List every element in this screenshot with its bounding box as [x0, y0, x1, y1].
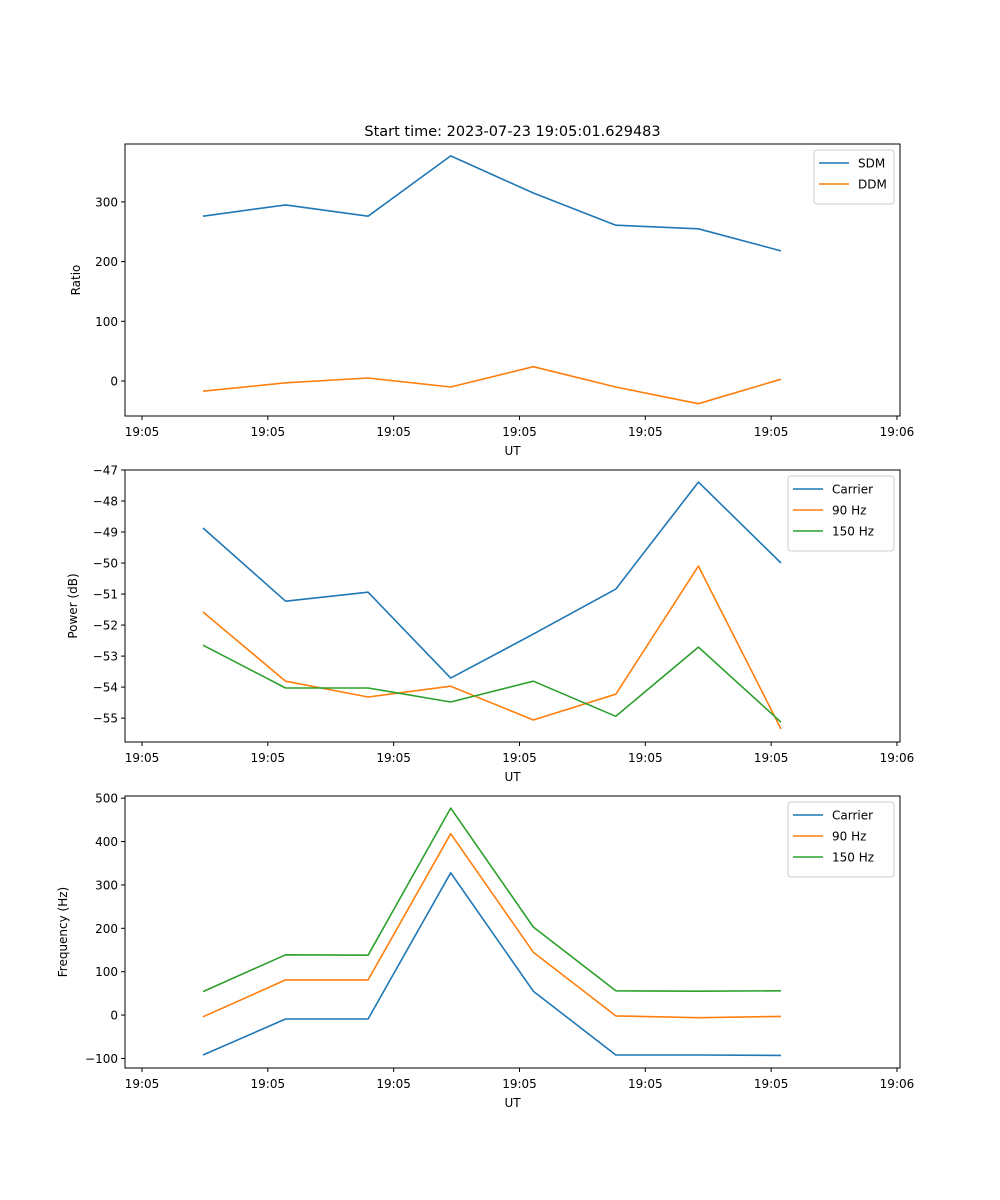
y-tick-label: 300 [95, 195, 118, 209]
y-tick-label: 200 [95, 255, 118, 269]
legend-label: 150 Hz [832, 525, 874, 539]
x-tick-label: 19:05 [125, 751, 160, 765]
y-tick-label: −100 [85, 1052, 118, 1066]
series-line-150-hz [202, 807, 782, 993]
legend-label: 90 Hz [832, 830, 866, 844]
x-tick-label: 19:05 [502, 425, 537, 439]
x-tick-label: 19:05 [125, 1077, 160, 1091]
series-line-carrier [202, 481, 782, 679]
x-tick-label: 19:05 [251, 751, 286, 765]
x-tick-label: 19:05 [628, 1077, 663, 1091]
chart-title: Start time: 2023-07-23 19:05:01.629483 [364, 124, 660, 140]
x-tick-label: 19:05 [754, 751, 789, 765]
legend: Carrier 90 Hz 150 Hz [787, 475, 895, 552]
y-tick-label: 0 [110, 375, 118, 389]
y-tick-label: −53 [93, 650, 118, 664]
y-tick-label: −52 [93, 619, 118, 633]
y-tick-label: −54 [93, 681, 118, 695]
y-tick-label: −55 [93, 712, 118, 726]
x-tick-label: 19:06 [880, 425, 915, 439]
series-line-carrier [202, 871, 782, 1057]
x-axis-label: UT [504, 770, 521, 784]
x-tick-label: 19:05 [251, 1077, 286, 1091]
y-tick-label: 300 [95, 878, 118, 892]
y-tick-label: 0 [110, 1009, 118, 1023]
y-tick-label: 100 [95, 315, 118, 329]
x-tick-label: 19:05 [502, 1077, 537, 1091]
x-tick-label: 19:05 [376, 751, 411, 765]
axes-frame [124, 795, 901, 1069]
axes-frame [124, 143, 901, 417]
x-tick-label: 19:06 [880, 751, 915, 765]
y-axis-label: Frequency (Hz) [56, 887, 70, 978]
subplot-1: Start time: 2023-07-23 19:05:01.629483 19… [69, 124, 914, 458]
x-tick-label: 19:05 [754, 425, 789, 439]
legend: Carrier 90 Hz 150 Hz [787, 801, 895, 878]
y-tick-label: 500 [95, 792, 118, 806]
axes-frame [124, 469, 901, 743]
x-tick-label: 19:05 [754, 1077, 789, 1091]
series-line-ddm [202, 365, 782, 405]
x-tick-label: 19:05 [376, 425, 411, 439]
y-tick-label: −48 [93, 495, 118, 509]
legend-label: DDM [858, 178, 887, 192]
series-line-150-hz [202, 644, 782, 723]
x-axis-label: UT [504, 1096, 521, 1110]
y-tick-label: 100 [95, 965, 118, 979]
y-tick-label: 200 [95, 922, 118, 936]
legend-label: 90 Hz [832, 504, 866, 518]
x-tick-label: 19:05 [125, 425, 160, 439]
x-tick-label: 19:05 [376, 1077, 411, 1091]
series-line-sdm [202, 155, 782, 252]
legend-box [787, 801, 895, 878]
y-axis-label: Ratio [69, 265, 83, 296]
y-tick-label: −51 [93, 588, 118, 602]
x-tick-label: 19:06 [880, 1077, 915, 1091]
legend-label: Carrier [832, 809, 873, 823]
y-tick-label: −49 [93, 526, 118, 540]
legend-label: 150 Hz [832, 851, 874, 865]
subplot-2: 19:05 19:05 19:05 19:05 19:05 19:05 19:06 UT −55… [66, 464, 914, 785]
x-axis-label: UT [504, 444, 521, 458]
y-tick-label: −47 [93, 464, 118, 478]
series-line-90-hz [202, 832, 782, 1019]
legend: SDM DDM [813, 149, 895, 205]
series-line-90-hz [202, 565, 782, 730]
x-tick-label: 19:05 [251, 425, 286, 439]
legend-label: SDM [858, 157, 885, 171]
x-tick-label: 19:05 [628, 425, 663, 439]
y-tick-label: −50 [93, 557, 118, 571]
legend-box [787, 475, 895, 552]
y-tick-label: 400 [95, 835, 118, 849]
x-tick-label: 19:05 [628, 751, 663, 765]
subplot-3: 19:05 19:05 19:05 19:05 19:05 19:05 19:06 UT −10… [56, 792, 914, 1110]
legend-label: Carrier [832, 483, 873, 497]
x-tick-label: 19:05 [502, 751, 537, 765]
y-axis-label: Power (dB) [66, 573, 80, 638]
